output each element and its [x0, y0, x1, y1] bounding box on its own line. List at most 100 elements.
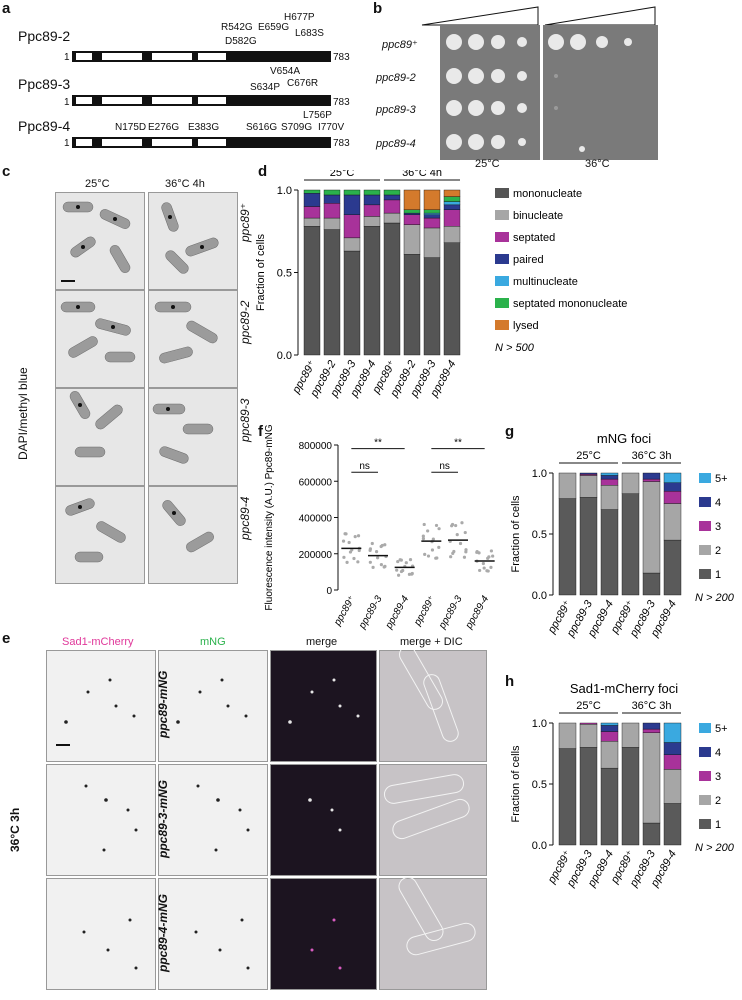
temperature-label: 36°C [585, 158, 610, 170]
bar-segment [600, 472, 619, 476]
dilution-wedges [421, 6, 656, 26]
data-point [368, 560, 372, 564]
micrograph [46, 878, 156, 990]
data-point [421, 537, 426, 541]
mutation-label: E383G [188, 122, 220, 133]
y-tick-label: 0.5 [277, 268, 292, 280]
bar-segment [642, 722, 661, 730]
significance-label: ns [439, 461, 450, 472]
bar-segment [423, 227, 441, 258]
y-tick-label: 1.0 [277, 185, 292, 197]
sample-size-note: N > 500 [495, 342, 535, 354]
data-point [450, 524, 454, 528]
y-tick-label: 800000 [299, 441, 333, 452]
bar-segment [423, 257, 441, 356]
bar-segment [363, 216, 381, 227]
protein-bar [72, 51, 331, 62]
bar-segment [579, 497, 598, 596]
panel-label-b: b [373, 0, 383, 17]
mutation-label: H677P [284, 12, 315, 23]
y-axis-label: Fraction of cells [255, 233, 267, 311]
bar-segment [343, 214, 361, 239]
bar-segment [600, 485, 619, 510]
legend-label: 4 [715, 497, 721, 509]
chart-h: 0.0 0.5 1.0 Fraction of cells Sad1-mCherry f… [510, 681, 735, 890]
legend-label: 2 [715, 545, 721, 557]
data-point [464, 550, 468, 554]
bar-segment [343, 194, 361, 215]
data-point [383, 543, 387, 547]
micrograph [46, 650, 156, 762]
strain-label: ppc89-2 [376, 72, 416, 84]
strain-label: ppc89-3-mNG [156, 779, 170, 858]
data-point [398, 558, 402, 562]
foci-overlay [56, 650, 476, 970]
bar-segment [663, 539, 682, 596]
bar-segment [323, 189, 341, 196]
bar-segment [663, 503, 682, 541]
panel-label-a: a [2, 0, 11, 17]
bar-segment [423, 217, 441, 229]
y-tick-label: 0.0 [277, 350, 292, 362]
y-axis-label: Fraction of cells [510, 745, 522, 823]
y-tick-label: 0.0 [532, 840, 547, 852]
bar-segment [403, 212, 421, 215]
data-point [370, 541, 374, 546]
data-point [410, 572, 414, 576]
data-point [482, 566, 486, 570]
length-label: 783 [333, 97, 350, 108]
y-tick-label: 1.0 [532, 718, 547, 730]
y-axis-label: Fraction of cells [510, 495, 522, 573]
stain-label: DAPI/methyl blue [16, 367, 30, 460]
start-label: 1 [64, 97, 70, 108]
legend-swatch [495, 188, 509, 198]
data-point [404, 561, 408, 565]
y-tick-label: 0.0 [532, 590, 547, 602]
data-point [395, 568, 399, 572]
protein-name: Ppc89-2 [18, 28, 71, 44]
group-label: 25°C [330, 170, 355, 179]
mutation-label: S709G [281, 122, 313, 133]
significance-label: ** [454, 438, 462, 449]
data-point [437, 545, 441, 549]
mutation-label: L683S [295, 28, 324, 39]
bar-segment [323, 229, 341, 356]
bar-segment [423, 189, 441, 210]
bar-segment [621, 493, 640, 596]
bar-segment [663, 722, 682, 743]
data-point [462, 555, 467, 559]
length-label: 783 [333, 138, 350, 149]
condition-label: 36°C 3h [8, 807, 22, 852]
legend-swatch [495, 232, 509, 242]
panel-label-d: d [258, 163, 268, 180]
bar-segment [663, 769, 682, 804]
cell-drawings [60, 201, 219, 563]
bar-segment [579, 472, 598, 475]
data-point [368, 547, 373, 551]
start-label: 1 [64, 138, 70, 149]
condition-label: 36°C 4h [165, 178, 205, 190]
legend-swatch [495, 276, 509, 286]
chart-f: 0 200000 400000 600000 800000 Fluorescence in… [264, 425, 495, 632]
bar-segment [663, 491, 682, 504]
bar-segment [558, 472, 577, 499]
mutation-label: R542G [221, 22, 253, 33]
bar-segment [579, 475, 598, 498]
data-point [431, 537, 435, 541]
group-label: 36°C 3h [632, 450, 672, 462]
micrograph [158, 650, 268, 762]
bar-segment [663, 803, 682, 846]
data-point [491, 554, 495, 558]
bar-segment [323, 194, 341, 204]
bar-segment [423, 212, 441, 215]
legend-label: 1 [715, 819, 721, 831]
strain-label: ppc89⁺ [382, 39, 418, 51]
data-point [421, 534, 425, 538]
mutation-label: C676R [287, 78, 319, 89]
mutation-label: E276G [148, 122, 180, 133]
x-tick-label: ppc89⁺ [332, 594, 358, 629]
data-point [430, 548, 435, 552]
bar-segment [343, 237, 361, 252]
x-tick-label: ppc89-4 [383, 594, 411, 632]
